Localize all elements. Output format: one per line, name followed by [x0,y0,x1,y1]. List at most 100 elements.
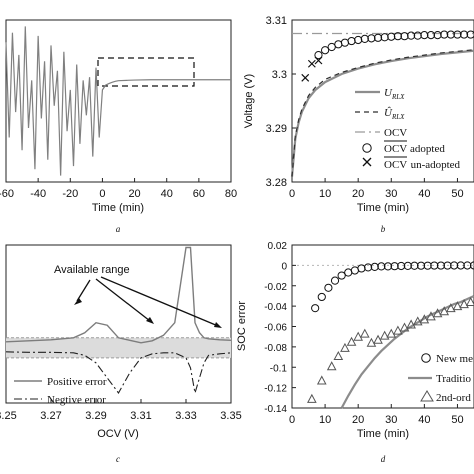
new-method-point [330,276,340,285]
legend-u-hat-rlx-label: ÛRLX [384,107,405,121]
panel-d-x-ticks: 0 10 20 30 40 50 [289,404,464,426]
panel-a-voltage-trace [5,26,231,176]
new-method-point [390,262,399,271]
legend-u-rlx-label: URLX [384,87,405,101]
panel-b-x-axis-label: Time (min) [357,202,409,214]
second-order-point [446,303,456,313]
second-order-point [353,331,364,341]
second-order-point [459,299,469,309]
ocv-adopted-point [380,33,389,42]
new-method-point [463,261,472,270]
panel-b-y-tick-label: 3.3 [272,69,287,81]
panel-d-y-tick-label: 0.02 [268,241,288,252]
panel-b-frame [291,19,474,183]
panel-c-negative-error-line [5,351,232,394]
second-order-point [366,337,377,347]
second-order-point [316,375,327,385]
panel-a-frame [5,19,232,183]
ocv-unadopted-point [301,73,310,82]
panel-d-x-tick-label: 0 [289,414,295,426]
second-order-point [412,316,423,326]
second-order-point [379,330,390,340]
legend-negative-error-label: Negtive error [47,394,106,406]
panel-d-x-axis-label: Time (min) [357,428,409,440]
ocv-unadopted-point [307,59,316,68]
ocv-adopted-point [466,30,474,39]
panel-a: -60 -40 -20 0 20 40 60 80 Time (min) a [0,19,237,234]
second-order-point [406,319,416,329]
panel-b-ocv-unadopted-points [301,56,323,82]
ocv-adopted-point [360,34,369,44]
panel-c-x-tick-label: 3.33 [175,410,196,422]
panel-d-traditional-line [340,294,474,409]
legend-new-method-label: New me [436,353,473,365]
panel-b-u-hat-rlx-line [291,49,474,177]
ocv-adopted-point [413,31,422,40]
panel-d-y-tick-label: -0.12 [264,384,287,395]
legend-ocv-adopted-label: OCV adopted [384,143,445,155]
panel-a-x-tick-label: -60 [0,188,14,200]
legend-positive-error-label: Positive error [47,376,107,388]
panel-b-y-axis-label: Voltage (V) [243,74,255,128]
new-method-point [456,261,465,270]
panel-a-x-tick-label: 80 [225,188,237,200]
ocv-adopted-point [320,46,330,55]
new-method-point [337,271,346,280]
new-method-point [364,263,373,272]
panel-b-x-tick-label: 50 [451,188,463,200]
ocv-adopted-point [407,31,416,40]
new-method-point [397,261,406,271]
panel-a-zoom-box [97,57,195,87]
panel-b-x-tick-label: 20 [352,188,364,200]
panel-a-x-tick-label: 40 [161,188,173,200]
panel-d-x-tick-label: 10 [319,414,331,426]
second-order-point [465,296,474,307]
second-order-point [419,314,430,324]
panel-a-x-tick-label: 20 [128,188,140,200]
panel-b-y-ticks: 3.28 3.29 3.3 3.31 [266,15,296,189]
panel-c-x-tick-label: 3.31 [130,410,151,422]
panel-b-x-tick-label: 40 [418,188,430,200]
panel-b-y-tick-label: 3.29 [266,123,287,135]
panel-d-y-tick-label: -0.1 [270,363,288,374]
panel-d-caption: d [381,454,386,464]
legend-traditional-label: Traditio [436,373,472,385]
panel-a-x-tick-label: -40 [30,188,46,200]
panel-b-ocv-adopted-points [314,30,474,60]
panel-c-frame [5,244,232,404]
ocv-adopted-point [426,31,436,40]
panel-d-y-tick-label: -0.04 [264,302,287,313]
ocv-adopted-point [440,30,449,39]
panel-c-x-tick-label: 3.27 [40,410,61,422]
panel-c-annotation: Available range [54,264,130,276]
panel-c-positive-error-line [5,246,232,344]
panel-d-y-tick-label: -0.02 [264,282,287,293]
panel-b-x-ticks: 0 10 20 30 40 50 [289,178,464,200]
panel-a-x-ticks: -60 -40 -20 0 20 40 60 80 [0,178,237,200]
second-order-point [307,393,317,403]
ocv-adopted-point [446,30,455,39]
panel-b-x-tick-label: 30 [385,188,397,200]
panel-a-x-tick-label: -20 [62,188,78,200]
panel-c-x-axis-label: OCV (V) [97,428,139,440]
panel-c-x-tick-label: 3.29 [85,410,106,422]
second-order-point [346,336,357,346]
ocv-adopted-point [400,32,409,41]
panel-b-y-tick-label: 3.28 [266,177,287,189]
new-method-point [403,261,412,270]
new-method-point [430,261,439,270]
new-method-point [436,261,446,270]
panel-b-y-tick-label: 3.31 [266,15,287,27]
panel-d-new-method-points [311,261,474,313]
legend-ocv-adopted-marker [362,143,372,153]
legend-ocv-unadopted-label: OCV un-adopted [384,159,461,171]
panel-a-x-axis-label: Time (min) [92,202,144,214]
panel-b-u-rlx-line [290,49,474,177]
panel-c-x-tick-label: 3.35 [220,410,241,422]
ocv-adopted-point [393,32,402,41]
new-method-point [443,261,452,270]
ocv-adopted-point [459,30,469,39]
panel-d-x-tick-label: 40 [418,414,430,426]
panel-d-second-order-points [307,296,474,403]
panel-c-x-tick-label: 3.25 [0,410,17,422]
